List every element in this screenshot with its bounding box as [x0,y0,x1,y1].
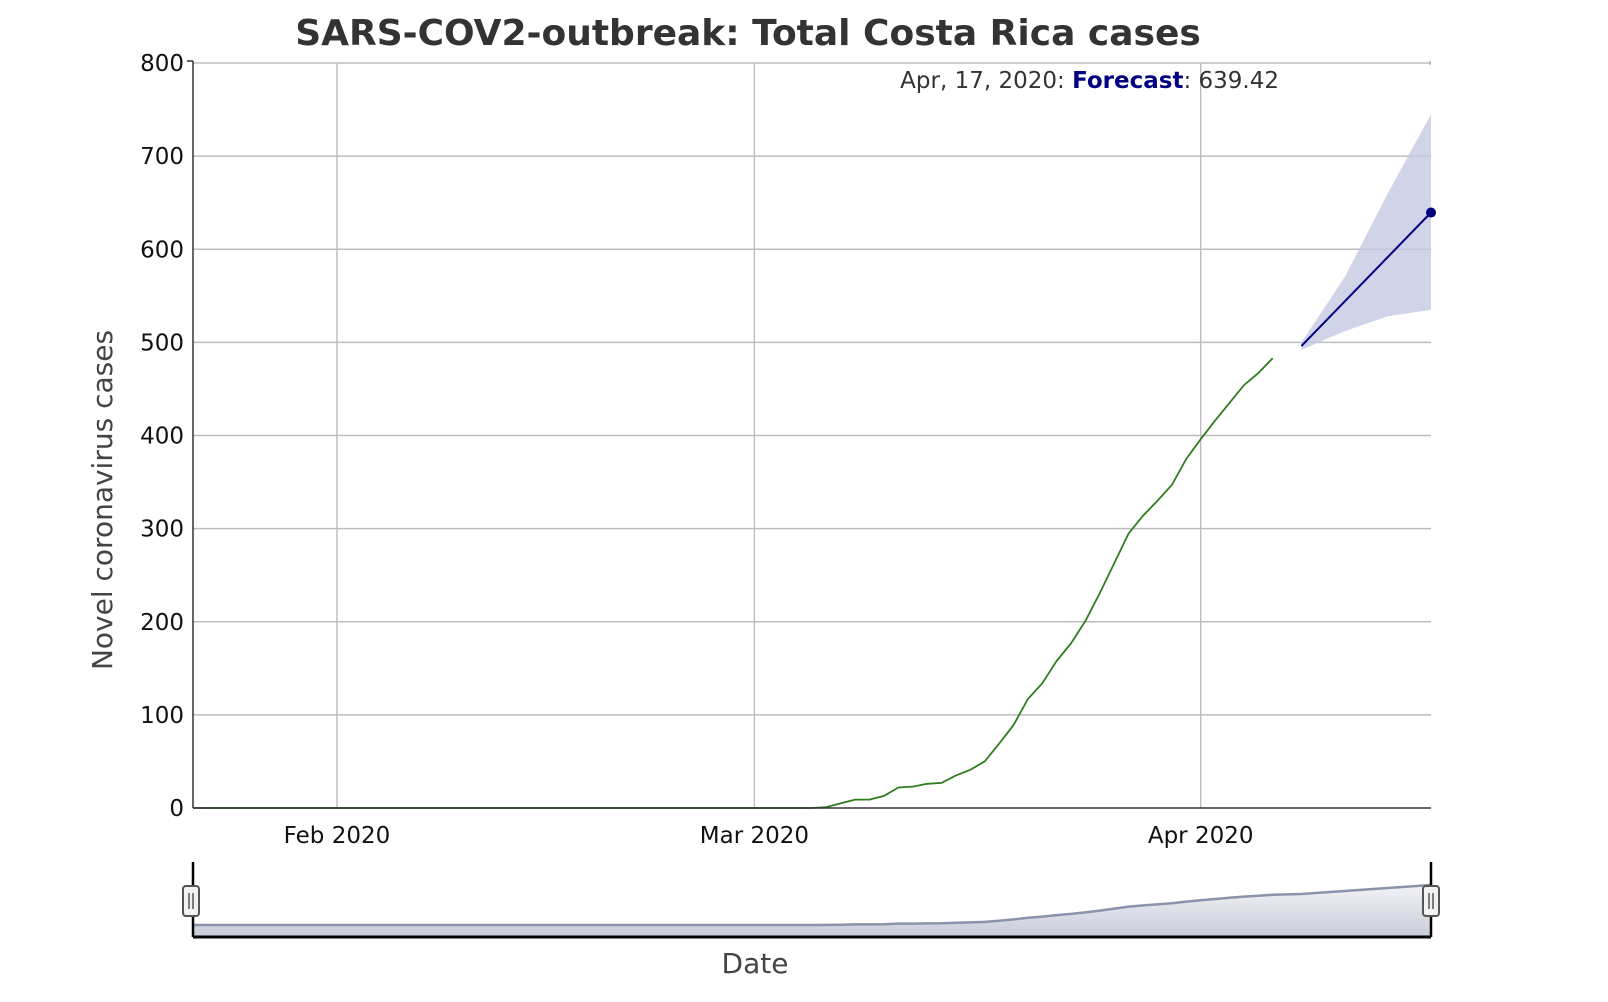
y-tick-label: 200 [140,610,184,636]
axes [187,60,1431,809]
x-tick-label: Feb 2020 [284,823,391,849]
y-tick-label: 0 [169,796,184,822]
tooltip-separator: : [1057,68,1072,94]
tooltip-value: 639.42 [1199,68,1279,94]
range-handle-left[interactable] [182,885,200,917]
tooltip-separator-2: : [1183,68,1198,94]
tooltip-date: Apr, 17, 2020 [900,68,1057,94]
forecast-band [1301,114,1431,350]
range-selector[interactable] [182,862,1440,939]
x-axis-title: Date [722,947,789,980]
y-tick-label: 800 [140,51,184,77]
x-tick-labels: Feb 2020 Mar 2020 Apr 2020 [284,823,1254,849]
range-selector-line [193,883,1432,927]
y-tick-label: 300 [140,517,184,543]
forecast-line [1300,211,1432,347]
y-tick-label: 600 [140,237,184,263]
range-selector-plot [191,862,1433,939]
tooltip-series-label: Forecast [1072,68,1183,94]
grid-lines [193,62,1431,808]
tooltip: Apr, 17, 2020: Forecast: 639.42 [900,68,1279,94]
y-tick-label: 100 [140,703,184,729]
x-tick-label: Apr 2020 [1148,823,1254,849]
y-tick-label: 400 [140,424,184,450]
range-selector-area [193,885,1431,937]
y-tick-label: 500 [140,330,184,356]
y-tick-labels: 0 100 200 300 400 500 600 700 800 [140,51,184,822]
forecast-confidence-band [1301,114,1431,350]
forecast-point-marker[interactable] [1426,207,1436,218]
series-lines [193,207,1436,809]
total-cases-line [193,357,1274,809]
y-tick-label: 700 [140,144,184,170]
range-handle-right[interactable] [1422,885,1440,917]
x-tick-label: Mar 2020 [700,823,809,849]
y-axis-title: Novel coronavirus cases [86,330,119,670]
chart-title: SARS-COV2-outbreak: Total Costa Rica cas… [295,13,1201,54]
svg-text:Apr, 17, 2020: Forecast: 639.4: Apr, 17, 2020: Forecast: 639.42 [900,68,1279,94]
